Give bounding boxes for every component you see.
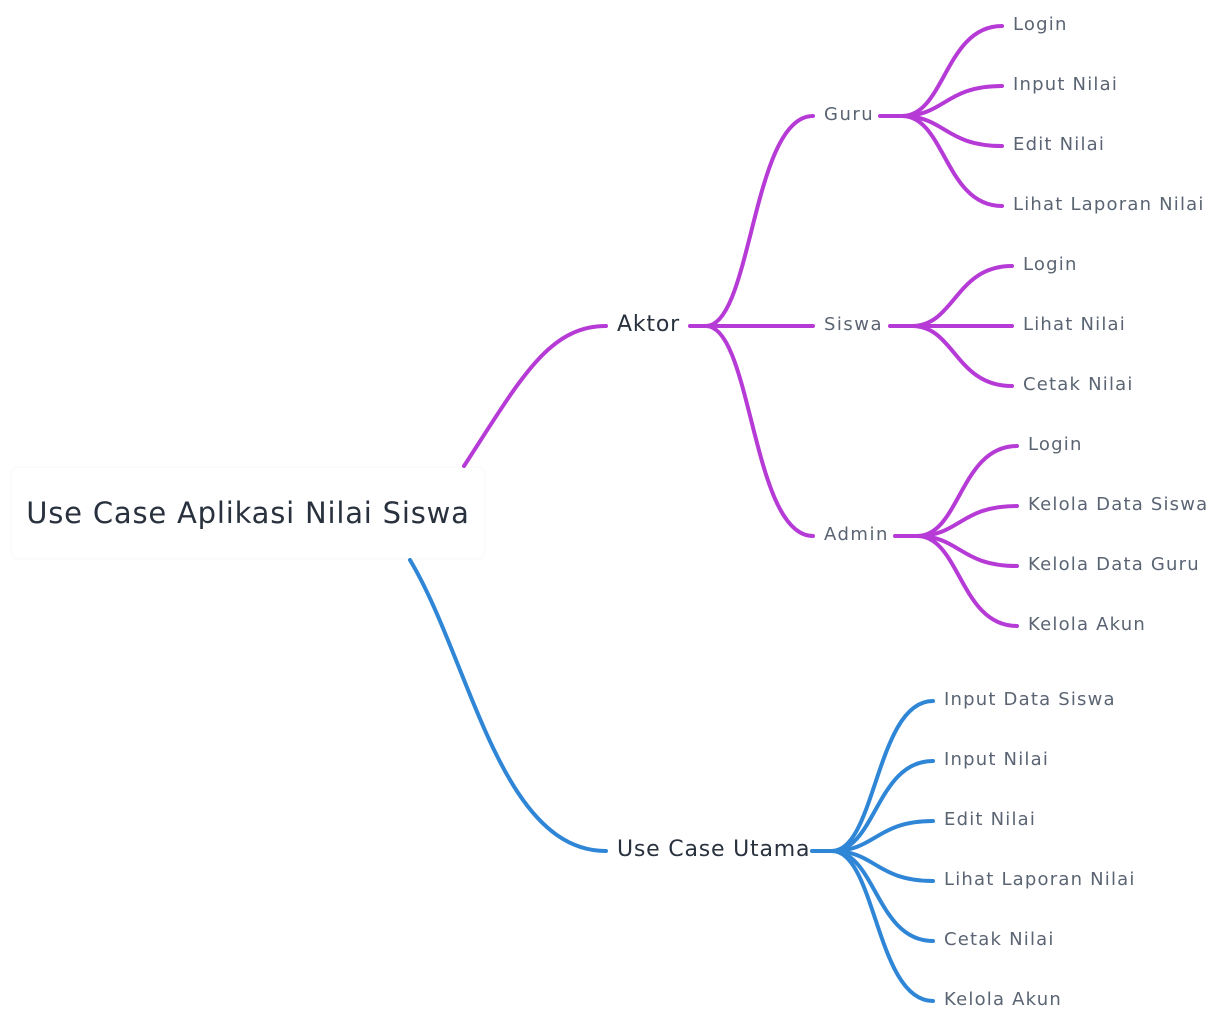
admin-item-kelola-data-siswa[interactable]: Kelola Data Siswa — [1028, 494, 1209, 515]
connector-line — [830, 819, 935, 853]
node-use-case-utama[interactable]: Use Case Utama — [617, 837, 811, 862]
connector-root-usecase — [408, 558, 608, 853]
connector-line — [915, 534, 1019, 628]
node-aktor[interactable]: Aktor — [617, 312, 680, 337]
guru-item-lihat-laporan-nilai[interactable]: Lihat Laporan Nilai — [1013, 194, 1205, 215]
usecase-item-edit-nilai[interactable]: Edit Nilai — [944, 809, 1037, 830]
connector-line — [830, 849, 935, 1003]
admin-item-login[interactable]: Login — [1028, 434, 1083, 455]
connector-line — [900, 114, 1004, 208]
connector-line — [910, 264, 1014, 328]
siswa-item-lihat-nilai[interactable]: Lihat Nilai — [1023, 314, 1126, 335]
root-node[interactable]: Use Case Aplikasi Nilai Siswa — [12, 468, 484, 558]
connector-line — [830, 849, 935, 943]
connector-line — [900, 24, 1004, 118]
connector-root-aktor — [462, 324, 608, 468]
node-guru[interactable]: Guru — [824, 104, 875, 125]
connector-line — [915, 444, 1019, 538]
root-label: Use Case Aplikasi Nilai Siswa — [26, 495, 470, 530]
siswa-item-login[interactable]: Login — [1023, 254, 1078, 275]
usecase-item-kelola-akun[interactable]: Kelola Akun — [944, 989, 1062, 1010]
admin-item-kelola-data-guru[interactable]: Kelola Data Guru — [1028, 554, 1200, 575]
siswa-item-cetak-nilai[interactable]: Cetak Nilai — [1023, 374, 1134, 395]
connector-line — [915, 504, 1019, 538]
usecase-item-input-nilai[interactable]: Input Nilai — [944, 749, 1050, 770]
connector-line — [830, 759, 935, 853]
usecase-item-lihat-laporan-nilai[interactable]: Lihat Laporan Nilai — [944, 869, 1136, 890]
connector-line — [704, 324, 815, 538]
connector-line — [910, 324, 1014, 388]
connector-line — [704, 114, 815, 328]
node-admin[interactable]: Admin — [824, 524, 889, 545]
guru-item-input-nilai[interactable]: Input Nilai — [1013, 74, 1119, 95]
node-siswa[interactable]: Siswa — [824, 314, 884, 335]
connector-line — [900, 84, 1004, 118]
guru-item-edit-nilai[interactable]: Edit Nilai — [1013, 134, 1106, 155]
usecase-item-cetak-nilai[interactable]: Cetak Nilai — [944, 929, 1055, 950]
admin-item-kelola-akun[interactable]: Kelola Akun — [1028, 614, 1146, 635]
usecase-item-input-data-siswa[interactable]: Input Data Siswa — [944, 689, 1116, 710]
connector-line — [830, 699, 935, 853]
guru-item-login[interactable]: Login — [1013, 14, 1068, 35]
